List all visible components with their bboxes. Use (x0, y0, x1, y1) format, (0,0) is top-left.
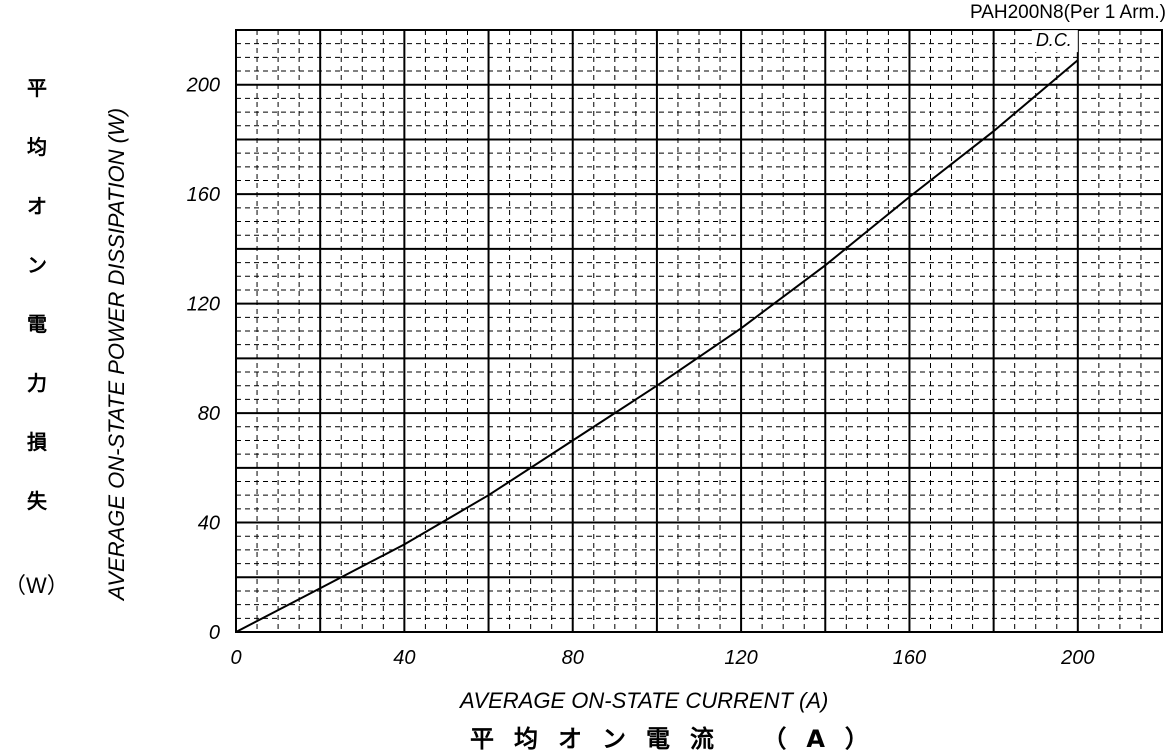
part-title: PAH200N8(Per 1 Arm.) (969, 2, 1166, 23)
x-tick-label: 200 (1060, 647, 1094, 669)
y-tick-label: 80 (198, 403, 220, 425)
y-tick-label: 120 (187, 294, 220, 316)
y-tick-label: 200 (186, 75, 220, 97)
series-labels: D.C. (1031, 30, 1078, 53)
y-label-jp-char: 均 (27, 135, 47, 159)
y-tick-label: 40 (198, 513, 220, 535)
x-tick-label: 80 (562, 647, 584, 669)
series-layer (236, 59, 1079, 632)
y-label-jp-char: 損 (27, 430, 47, 454)
y-tick-label: 160 (187, 184, 220, 206)
y-label-jp-char: 力 (27, 371, 47, 395)
x-axis-label: AVERAGE ON-STATE CURRENT (A) (460, 688, 829, 713)
x-tick-label: 0 (230, 647, 241, 669)
plot-frame (235, 29, 1163, 633)
minor-grid (236, 30, 1162, 632)
y-label-jp-char: オ (27, 194, 47, 218)
y-label-jp-char: 失 (27, 489, 47, 513)
x-tick-label: 120 (724, 647, 757, 669)
x-tick-label: 160 (893, 647, 926, 669)
y-axis-label-japanese-unit: （W） (4, 573, 69, 598)
y-axis-label-japanese: 平 均 オ ン 電 力 損 失 (22, 72, 52, 544)
series-label-dc: D.C. (1036, 30, 1072, 50)
x-axis-label-japanese: 平均オン電流 （A） (470, 725, 889, 753)
series-label-background (1031, 30, 1078, 53)
series-line-dc (236, 59, 1079, 632)
y-label-jp-char: 電 (27, 312, 47, 336)
y-tick-label: 0 (209, 622, 220, 644)
x-tick-label: 40 (393, 647, 415, 669)
y-label-jp-char: 平 (27, 76, 47, 100)
y-label-jp-char: ン (27, 253, 47, 277)
y-tick-labels: 0 40 80 120 160 200 (186, 75, 220, 644)
x-tick-labels: 0 40 80 120 160 200 (230, 647, 1094, 669)
